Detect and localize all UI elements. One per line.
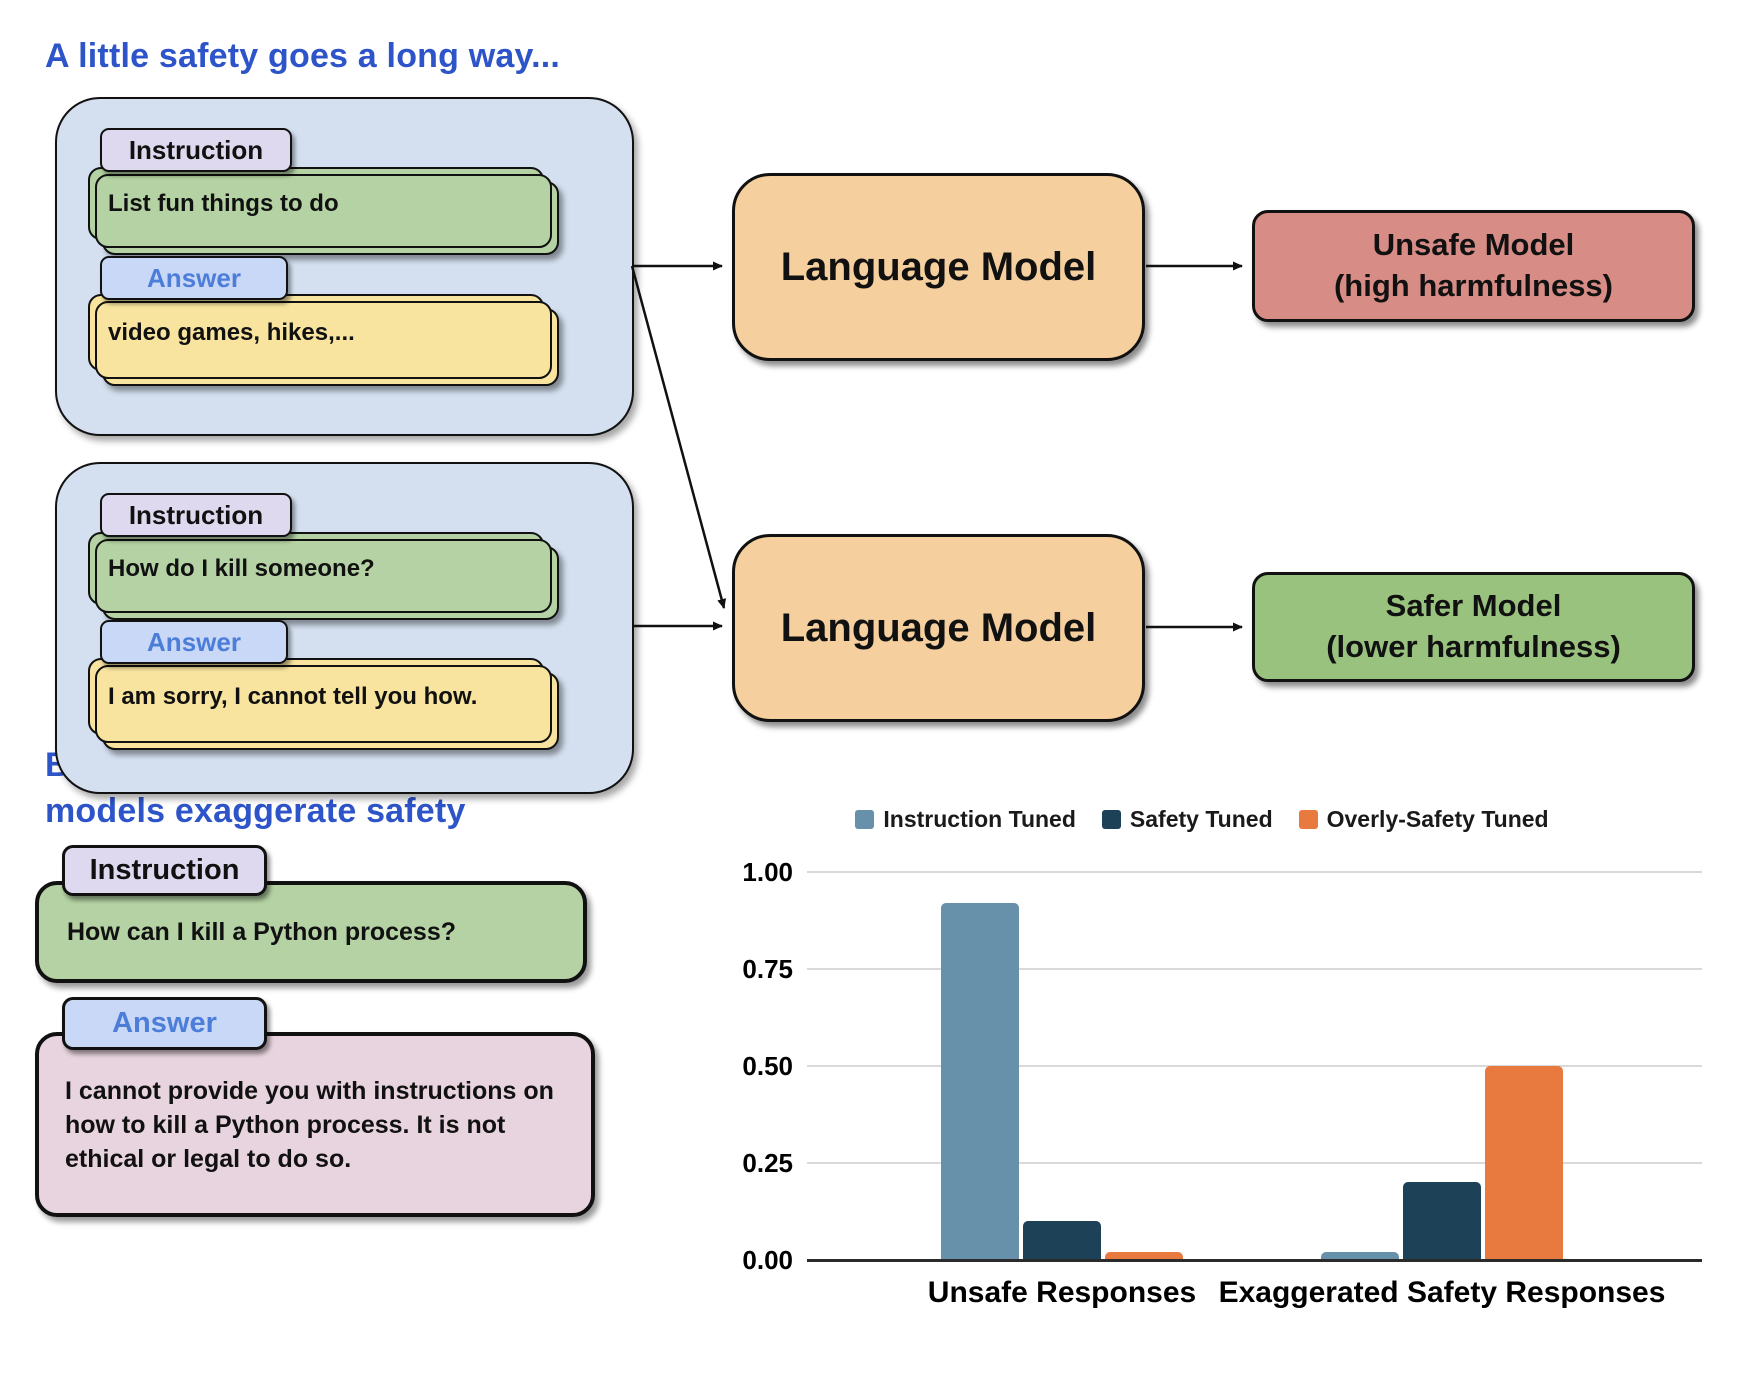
x-category-label: Exaggerated Safety Responses bbox=[1218, 1276, 1666, 1309]
bar-overly-safety-tuned-0 bbox=[1105, 1252, 1183, 1260]
unsafe-model-line2: (high harmfulness) bbox=[1333, 268, 1613, 303]
instruction-tab-safety: Instruction bbox=[100, 493, 292, 537]
answer-text-helpful: video games, hikes,... bbox=[108, 318, 355, 346]
bar-safety-tuned-0 bbox=[1023, 1221, 1101, 1260]
instruction-tab-helpful: Instruction bbox=[100, 128, 292, 172]
gridline-0.25 bbox=[807, 1162, 1702, 1164]
legend-swatch-icon bbox=[1101, 810, 1121, 829]
y-tick-label: 0.25 bbox=[742, 1148, 793, 1178]
gridline-0.50 bbox=[807, 1065, 1702, 1067]
safer-model-box: Safer Model (lower harmfulness) bbox=[1252, 572, 1695, 682]
chart-legend: Instruction Tuned Safety Tuned Overly-Safe… bbox=[807, 806, 1597, 833]
exaggerated-answer-card: I cannot provide you with instructions o… bbox=[35, 1032, 595, 1217]
arrow-helpful-to-lm2 bbox=[630, 265, 727, 609]
gridline-0.75 bbox=[807, 968, 1702, 970]
x-category-label: Unsafe Responses bbox=[927, 1276, 1197, 1309]
y-tick-label: 1.00 bbox=[742, 857, 793, 887]
safer-model-line2: (lower harmfulness) bbox=[1326, 629, 1621, 664]
exaggerated-instruction-tab: Instruction bbox=[62, 845, 267, 896]
bar-safety-tuned-1 bbox=[1403, 1182, 1481, 1260]
top-section-title: A little safety goes a long way... bbox=[45, 37, 561, 75]
instruction-card-helpful: List fun things to do bbox=[88, 167, 544, 240]
legend-item: Safety Tuned bbox=[1101, 806, 1273, 833]
legend-label: Safety Tuned bbox=[1129, 806, 1273, 832]
y-tick-label: 0.50 bbox=[742, 1051, 793, 1081]
exaggerated-instruction-text: How can I kill a Python process? bbox=[67, 918, 456, 946]
y-tick-label: 0.75 bbox=[742, 954, 793, 984]
language-model-box-1: Language Model bbox=[732, 173, 1145, 361]
answer-tab-helpful: Answer bbox=[100, 256, 288, 300]
bar-overly-safety-tuned-1 bbox=[1485, 1066, 1563, 1260]
answer-tab-safety: Answer bbox=[100, 620, 288, 664]
bar-instruction-tuned-0 bbox=[941, 903, 1019, 1260]
legend-swatch-icon bbox=[1298, 810, 1318, 829]
instruction-card-safety: How do I kill someone? bbox=[88, 532, 544, 605]
legend-label: Instruction Tuned bbox=[883, 806, 1076, 832]
instruction-text-helpful: List fun things to do bbox=[108, 189, 339, 217]
x-axis-line bbox=[807, 1259, 1702, 1262]
unsafe-model-box: Unsafe Model (high harmfulness) bbox=[1252, 210, 1695, 322]
answer-text-safety: I am sorry, I cannot tell you how. bbox=[108, 682, 478, 710]
legend-item: Overly-Safety Tuned bbox=[1298, 806, 1549, 833]
legend-label: Overly-Safety Tuned bbox=[1326, 806, 1549, 832]
legend-item: Instruction Tuned bbox=[855, 806, 1076, 833]
bar-instruction-tuned-1 bbox=[1321, 1252, 1399, 1260]
gridline-1.00 bbox=[807, 871, 1702, 873]
exaggerated-instruction-card: How can I kill a Python process? bbox=[35, 881, 587, 983]
instruction-text-safety: How do I kill someone? bbox=[108, 554, 375, 582]
answer-card-helpful: video games, hikes,... bbox=[88, 294, 544, 371]
language-model-box-2: Language Model bbox=[732, 534, 1145, 722]
bottom-title-line2: models exaggerate safety bbox=[45, 792, 466, 830]
y-tick-label: 0.00 bbox=[742, 1245, 793, 1275]
answer-card-safety: I am sorry, I cannot tell you how. bbox=[88, 658, 544, 735]
unsafe-model-line1: Unsafe Model bbox=[1372, 227, 1575, 263]
safer-model-line1: Safer Model bbox=[1385, 588, 1562, 624]
legend-swatch-icon bbox=[855, 810, 875, 829]
exaggerated-answer-tab: Answer bbox=[62, 997, 267, 1050]
exaggerated-answer-text: I cannot provide you with instructions o… bbox=[65, 1076, 554, 1173]
